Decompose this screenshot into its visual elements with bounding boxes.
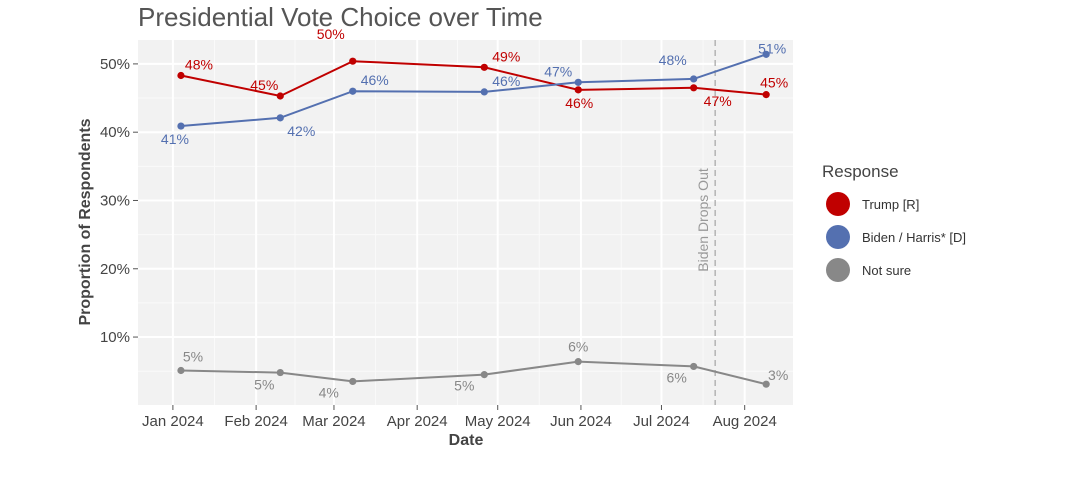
x-tick-label: Jan 2024 [142,413,204,430]
data-label: 4% [319,384,339,400]
data-label: 42% [287,123,315,139]
event-annotation: Biden Drops Out [695,40,716,405]
data-label: 46% [361,72,389,88]
legend-title: Response [822,162,899,181]
data-label: 51% [758,40,786,56]
legend-label: Biden / Harris* [D] [862,230,966,245]
data-label: 45% [250,77,278,93]
data-point [177,366,185,375]
y-tick-label: 40% [100,124,130,141]
data-point [349,377,357,386]
plot-background [138,40,793,405]
x-tick-label: Aug 2024 [713,413,777,430]
data-point [349,57,357,65]
x-tick-label: Jul 2024 [633,413,690,430]
data-labels: 48% 45% 50% 49% 46% 47% 45% 41% 42% 46% 46% 47% 48% 5… [161,26,788,400]
x-tick-label: Mar 2024 [302,413,365,430]
data-point [276,92,284,100]
data-label: 5% [254,377,274,393]
data-label: 5% [183,349,203,365]
x-tick-label: Feb 2024 [224,413,287,430]
data-point [480,88,488,96]
data-label: 3% [768,367,788,383]
data-label: 48% [659,52,687,68]
data-point [276,114,284,122]
data-label: 47% [704,93,732,109]
x-tick-label: Jun 2024 [550,413,612,430]
data-label: 47% [544,63,572,79]
data-point [762,50,770,58]
data-label: 6% [667,369,687,385]
series-trump-r [177,57,770,100]
y-tick-label: 50% [100,56,130,73]
data-point [574,86,582,94]
chart-title: Presidential Vote Choice over Time [138,2,543,32]
data-label: 46% [565,95,593,111]
series-not-sure [177,358,770,388]
data-label: 6% [568,339,588,355]
data-label: 41% [161,131,189,147]
data-point [574,78,582,86]
y-axis-title: Proportion of Respondents [77,118,94,325]
y-tick-label: 10% [100,329,130,346]
data-label: 48% [185,57,213,73]
x-tick-label: Apr 2024 [387,413,448,430]
y-tick-label: 20% [100,261,130,278]
gridlines [138,40,793,405]
data-point [690,75,698,83]
data-point [574,358,582,366]
data-point [690,84,698,92]
data-point [762,91,770,99]
data-point [276,368,284,377]
data-label: 46% [492,73,520,89]
series-biden-harris-d [177,50,770,130]
legend-item-trump-r: Trump [R] [826,192,919,216]
series-layer [177,50,770,388]
x-tick-label: May 2024 [465,413,531,430]
legend-swatch [826,192,850,216]
y-tick-label: 30% [100,192,130,209]
data-point [480,63,488,71]
legend-label: Trump [R] [862,197,919,212]
data-point [349,87,357,95]
legend-item-biden-harris-d: Biden / Harris* [D] [826,225,966,249]
data-label: 50% [317,26,345,42]
data-point [177,122,185,130]
data-label: 45% [760,75,788,91]
y-axis-ticks: 10% 20% 30% 40% 50% [100,56,138,346]
x-axis-ticks: Jan 2024 Feb 2024 Mar 2024 Apr 2024 May 2024… [142,405,777,430]
data-label: 5% [454,378,474,394]
legend-label: Not sure [862,263,911,278]
data-point [690,362,698,371]
data-point [480,371,488,379]
legend-swatch [826,225,850,249]
legend-swatch [826,258,850,282]
legend-item-not-sure: Not sure [826,258,911,282]
annotation-label: Biden Drops Out [695,168,711,272]
x-axis-title: Date [449,432,484,449]
data-label: 49% [492,48,520,64]
legend: Response Trump [R] Biden / Harris* [D] Not… [822,162,966,282]
data-point [762,380,770,388]
data-point [177,71,185,80]
